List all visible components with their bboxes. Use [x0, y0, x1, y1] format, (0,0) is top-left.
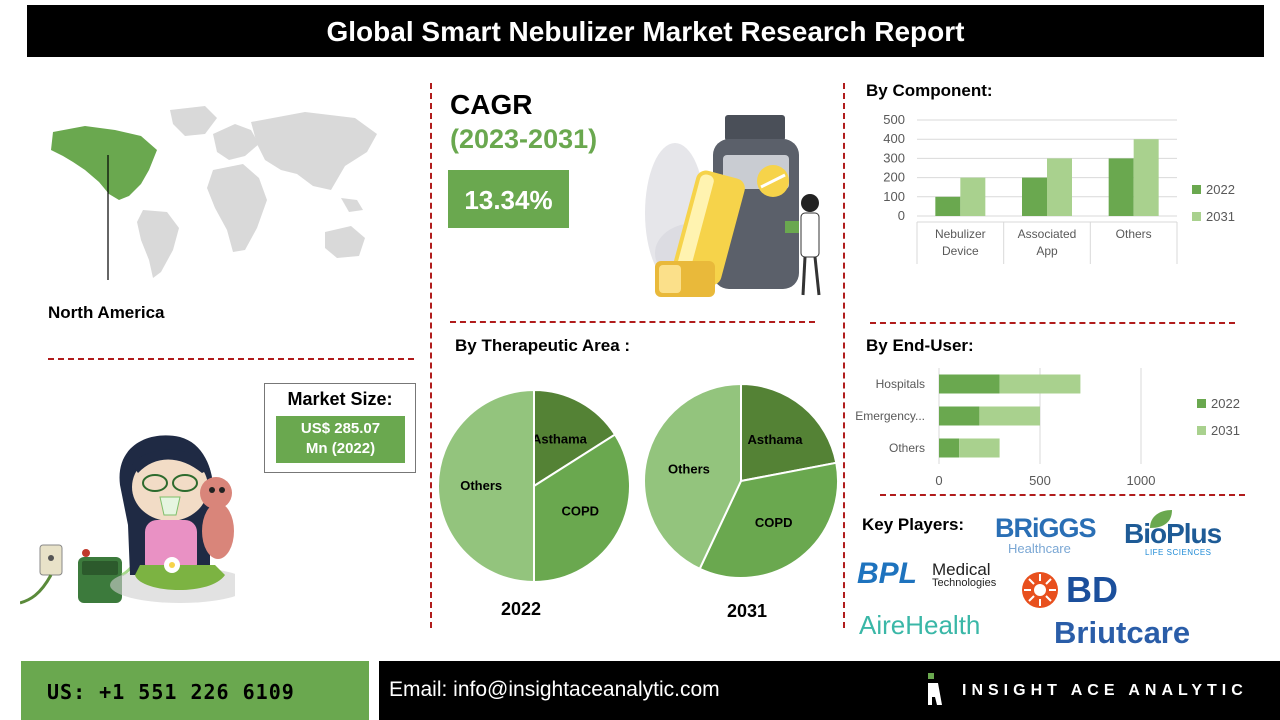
component-ytick: 400 — [883, 131, 905, 146]
footer-email[interactable]: Email: info@insightaceanalytic.com — [389, 678, 720, 701]
logo-bioplus-sub: LIFE SCIENCES — [1145, 548, 1212, 557]
component-bar-2031 — [1133, 139, 1159, 216]
component-chart: 0 100 200 300 400 500 Nebulizer Device Associate… — [883, 112, 1235, 264]
component-legend-swatch — [1192, 212, 1201, 221]
enduser-bar-2031 — [959, 438, 1000, 458]
component-ytick: 0 — [898, 208, 905, 223]
enduser-bar-2031 — [999, 374, 1081, 394]
enduser-ytick: Emergency... — [855, 409, 925, 423]
region-label: North America — [48, 303, 165, 322]
component-legend-label: 2022 — [1206, 182, 1235, 197]
page-title: Global Smart Nebulizer Market Research R… — [27, 5, 1264, 57]
component-title: By Component: — [866, 81, 993, 100]
bd-starburst-icon — [1022, 572, 1058, 608]
patient-illustration — [20, 435, 235, 605]
inhaler-illustration — [645, 115, 821, 297]
market-size-value-line2: Mn (2022) — [305, 440, 376, 457]
logo-bpl-sub1: Medical — [932, 560, 991, 579]
enduser-legend-swatch — [1197, 399, 1206, 408]
logo-bd: BD — [1066, 569, 1118, 610]
north-america-shape — [51, 126, 157, 200]
logo-briutcare: Briutcare — [1054, 615, 1191, 650]
logo-bpl-sub2: Technologies — [932, 577, 997, 589]
pie-slice-asthama — [533, 388, 617, 488]
therapeutic-pie-charts: Asthama COPD Others Asthama COPD Others — [437, 382, 839, 584]
component-ytick: 300 — [883, 150, 905, 165]
pie-slice-copd — [533, 433, 631, 584]
pie-slice-others — [437, 388, 535, 584]
market-size-label: Market Size: — [287, 389, 393, 409]
footer-email-panel — [379, 661, 1280, 720]
component-ytick: 500 — [883, 112, 905, 127]
component-bar-2031 — [960, 177, 986, 216]
logo-briggs-sub: Healthcare — [1008, 541, 1071, 556]
pie-year-2031: 2031 — [727, 601, 768, 621]
pie-label: COPD — [561, 503, 599, 518]
enduser-legend-swatch — [1197, 426, 1206, 435]
market-size-value: US$ 285.07 Mn (2022) — [276, 416, 405, 463]
pie-label: Asthama — [532, 432, 588, 447]
enduser-bar-2031 — [979, 406, 1040, 426]
component-bar-2022 — [1108, 158, 1134, 216]
divider-component — [870, 322, 1235, 324]
divider-cagr — [450, 321, 815, 323]
divider-region — [48, 358, 414, 360]
divider-right — [843, 83, 845, 628]
logo-airehealth: AireHealth — [859, 610, 981, 640]
footer-phone-panel — [21, 661, 369, 720]
enduser-ytick: Others — [889, 441, 925, 455]
footer-phone[interactable]: US: +1 551 226 6109 — [47, 680, 295, 704]
pie-year-2022: 2022 — [501, 599, 542, 619]
divider-enduser — [880, 494, 1245, 496]
footer-brand: INSIGHT ACE ANALYTIC — [962, 682, 1248, 699]
enduser-title: By End-User: — [866, 336, 974, 355]
leaf-icon — [1150, 510, 1172, 528]
component-legend-swatch — [1192, 185, 1201, 194]
component-bar-2031 — [1047, 158, 1072, 216]
component-bar-2022 — [1022, 177, 1047, 216]
enduser-bar-2022 — [939, 374, 1000, 394]
therapeutic-title: By Therapeutic Area : — [455, 336, 631, 355]
pie-slice-copd — [698, 461, 839, 579]
enduser-xtick: 500 — [1029, 473, 1051, 488]
component-xtick: Others — [1116, 227, 1152, 241]
pie-slice-asthama — [740, 382, 838, 483]
component-bar-2022 — [935, 196, 961, 216]
pie-label: Asthama — [748, 432, 804, 447]
divider-left — [430, 83, 432, 628]
pie-slice-others — [643, 382, 742, 571]
logo-bioplus: BioPlus — [1124, 518, 1222, 549]
cagr-value: 13.34% — [448, 170, 569, 228]
pie-label: Others — [668, 461, 710, 476]
enduser-xtick: 1000 — [1127, 473, 1156, 488]
enduser-xtick: 0 — [935, 473, 942, 488]
enduser-ytick: Hospitals — [876, 377, 925, 391]
component-xtick: App — [1036, 244, 1058, 258]
logo-briggs: BRiGGS — [995, 513, 1097, 543]
component-legend-label: 2031 — [1206, 209, 1235, 224]
enduser-bar-2022 — [939, 438, 960, 458]
brand-logo-icon — [928, 673, 942, 705]
enduser-bar-2022 — [939, 406, 980, 426]
enduser-chart: 0 500 1000 Hospitals Emergency... Others 2022 2… — [855, 368, 1240, 488]
key-players-title: Key Players: — [862, 515, 965, 534]
cagr-years: (2023-2031) — [450, 124, 598, 154]
component-xtick: Device — [942, 244, 979, 258]
component-ytick: 200 — [883, 170, 905, 185]
component-xtick: Nebulizer — [935, 227, 986, 241]
pie-label: Others — [460, 478, 502, 493]
component-xtick: Associated — [1018, 227, 1077, 241]
cagr-title: CAGR — [450, 89, 533, 120]
world-map — [51, 106, 377, 280]
enduser-legend-label: 2031 — [1211, 423, 1240, 438]
pie-label: COPD — [755, 515, 793, 530]
market-size-value-line1: US$ 285.07 — [300, 420, 381, 437]
enduser-legend-label: 2022 — [1211, 396, 1240, 411]
component-ytick: 100 — [883, 189, 905, 204]
logo-bpl: BPL — [857, 557, 917, 590]
